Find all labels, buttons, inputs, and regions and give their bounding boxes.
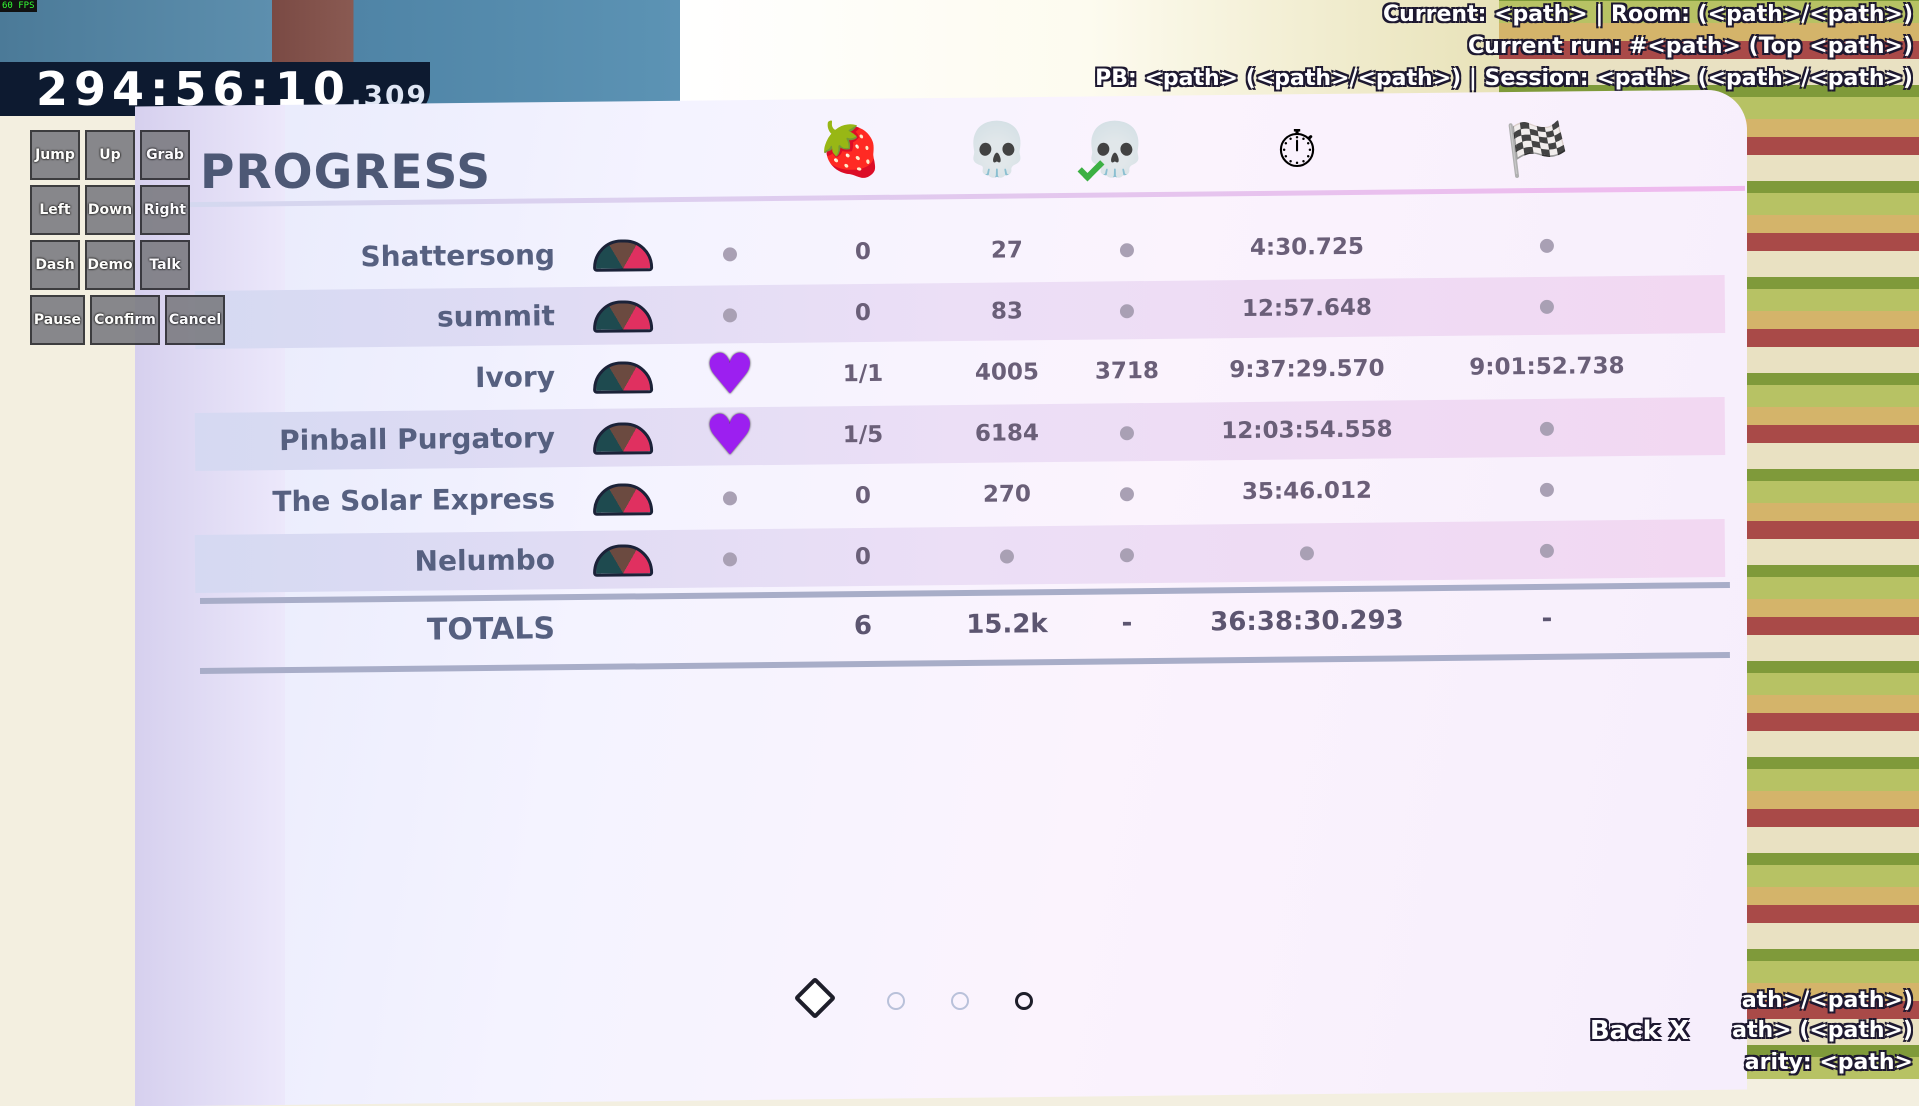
cell-deaths: 27 (990, 237, 1024, 264)
cell-time: 35:46.012 (1241, 477, 1373, 506)
input-button-demo[interactable]: Demo (85, 240, 135, 290)
cell-time: 12:57.648 (1241, 294, 1373, 323)
cell-deaths: 4005 (974, 359, 1040, 386)
empty-dot (1119, 403, 1135, 461)
back-button[interactable]: Back X (1590, 1016, 1689, 1046)
page-dot-1[interactable] (887, 992, 905, 1010)
chapter-name: Shattersong (360, 238, 556, 274)
hud-pb-session: PB: <path> (<path>/<path>) | Session: <p… (1095, 66, 1913, 91)
input-button-jump[interactable]: Jump (30, 130, 80, 180)
cell-deaths: 83 (990, 298, 1024, 325)
cell-fastest: 9:01:52.738 (1469, 353, 1625, 381)
cell-time: 4:30.725 (1249, 233, 1365, 261)
cell-berries: 1/1 (842, 360, 884, 388)
chapter-name: The Solar Express (272, 482, 556, 519)
cell-time: 9:37:29.570 (1229, 355, 1385, 384)
cell-berries: 0 (854, 482, 872, 510)
death-skull-icon: 💀 (964, 120, 1030, 180)
cell-berries: 1/5 (842, 421, 884, 449)
empty-dot (1539, 399, 1555, 457)
cell-berries: 0 (854, 299, 872, 327)
empty-dot (722, 468, 738, 526)
hud-bottom-1: ath>/<path>) (1741, 988, 1913, 1013)
empty-dot (999, 526, 1015, 584)
golden-death-skull-icon: 💀 (1070, 120, 1160, 182)
empty-dot (1119, 464, 1135, 522)
input-button-confirm[interactable]: Confirm (90, 295, 160, 345)
empty-dot (1539, 277, 1555, 335)
input-button-cancel[interactable]: Cancel (165, 295, 225, 345)
chapter-name: Pinball Purgatory (278, 421, 556, 458)
stopwatch-icon: ⏱ (1276, 120, 1318, 180)
fps-counter: 60 FPS (0, 0, 37, 12)
empty-dot (722, 529, 738, 587)
cell-deaths: 6184 (974, 420, 1040, 447)
empty-dot (1119, 281, 1135, 339)
crystal-heart-icon: ♥ (704, 403, 756, 469)
totals-golden: - (1121, 608, 1133, 639)
speedometer-icon (592, 530, 654, 589)
chapter-name: Ivory (474, 360, 556, 395)
totals-fastest: - (1541, 603, 1553, 634)
empty-dot (722, 224, 738, 282)
crystal-heart-icon: ♥ (704, 342, 756, 408)
hud-bottom-3: arity: <path> (1744, 1050, 1913, 1075)
input-button-pause[interactable]: Pause (30, 295, 85, 345)
check-icon (1077, 154, 1105, 182)
speedometer-icon (592, 286, 654, 345)
input-button-right[interactable]: Right (140, 185, 190, 235)
totals-deaths: 15.2k (966, 609, 1048, 640)
cell-golden: 3718 (1094, 357, 1160, 385)
totals-time: 36:38:30.293 (1210, 605, 1404, 638)
empty-dot (1119, 525, 1135, 583)
empty-dot (1539, 216, 1555, 274)
back-label: Back (1589, 1016, 1660, 1046)
speedometer-icon (592, 408, 654, 467)
empty-dot (722, 285, 738, 343)
empty-dot (1539, 521, 1555, 579)
empty-dot (1119, 220, 1135, 278)
input-button-down[interactable]: Down (85, 185, 135, 235)
game-background-top (680, 0, 1500, 110)
page-dot-2[interactable] (951, 992, 969, 1010)
input-button-left[interactable]: Left (30, 185, 80, 235)
chapter-name: Nelumbo (414, 543, 556, 578)
cell-time: 12:03:54.558 (1221, 416, 1393, 445)
chapter-name: summit (436, 299, 556, 334)
input-button-talk[interactable]: Talk (140, 240, 190, 290)
input-button-grab[interactable]: Grab (140, 130, 190, 180)
page-title: PROGRESS (200, 145, 492, 200)
totals-berries: 6 (853, 610, 873, 642)
input-button-up[interactable]: Up (85, 130, 135, 180)
input-button-dash[interactable]: Dash (30, 240, 80, 290)
hud-current-room: Current: <path> | Room: (<path>/<path>) (1382, 2, 1913, 27)
cell-berries: 0 (854, 543, 872, 571)
empty-dot (1299, 523, 1315, 581)
speedometer-icon (592, 469, 654, 528)
page-dot-3[interactable] (1015, 992, 1033, 1010)
empty-dot (1539, 460, 1555, 518)
back-key: X (1668, 1016, 1689, 1046)
cell-deaths: 270 (982, 481, 1032, 508)
speedometer-icon (592, 347, 654, 406)
hud-bottom-2: ath> (<path>) (1732, 1018, 1913, 1043)
hud-current-run: Current run: #<path> (Top <path>) (1468, 34, 1913, 59)
checkered-flag-icon: 🏁 (1504, 120, 1570, 180)
cell-berries: 0 (854, 238, 872, 266)
strawberry-icon: 🍓 (817, 120, 883, 180)
totals-label: TOTALS (426, 611, 556, 648)
speedometer-icon (592, 225, 654, 284)
